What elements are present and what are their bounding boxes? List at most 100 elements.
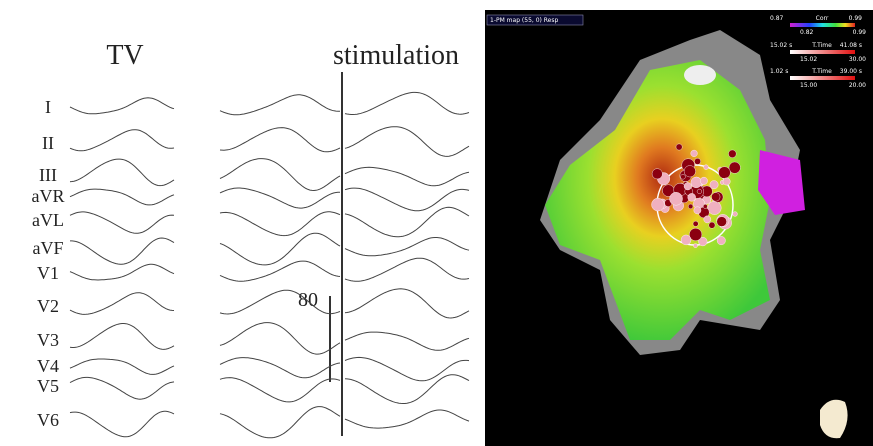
lead-label: aVR: [32, 186, 65, 206]
ecg-trace: [220, 212, 340, 236]
lead-label: V6: [37, 410, 59, 430]
legend-high: 0.99: [853, 29, 867, 36]
ablation-point: [691, 177, 702, 188]
ablation-point: [733, 212, 738, 217]
figure: TV stimulation 80 IIIIIIaVRaVLaVFV1V2V3V…: [0, 0, 873, 446]
ecg-trace: [345, 258, 469, 281]
legend-max: 41.08 s: [840, 42, 862, 49]
ecg-trace: [345, 238, 469, 256]
ecg-trace: [345, 332, 469, 350]
ecg-trace: [70, 98, 174, 114]
legend-bar: [790, 76, 855, 80]
ablation-point: [703, 204, 707, 208]
ablation-point: [688, 204, 693, 209]
ecg-trace: [345, 357, 469, 380]
ecg-trace: [220, 159, 340, 191]
lead-label: V3: [37, 330, 59, 350]
ecg-trace: [220, 128, 340, 152]
ablation-point: [711, 193, 720, 202]
ablation-point: [652, 198, 665, 211]
legend-high: 20.00: [849, 82, 866, 89]
ablation-point: [652, 169, 662, 179]
ecg-trace: [70, 411, 174, 436]
lead-label: II: [42, 133, 54, 153]
legend-min: 15.02 s: [770, 42, 792, 49]
valve: [684, 65, 716, 85]
lead-label: I: [45, 97, 51, 117]
ablation-point: [723, 178, 730, 185]
map-label: 1-PM map (55, 0) Resp: [490, 17, 558, 24]
ecg-trace: [70, 359, 174, 374]
lead-label: aVL: [32, 210, 64, 230]
ecg-trace: [70, 159, 174, 186]
ablation-point: [700, 177, 707, 184]
ablation-point: [670, 192, 683, 205]
ecg-trace: [345, 207, 469, 237]
ablation-point: [694, 207, 701, 214]
legend-max: 0.99: [849, 15, 863, 22]
ecg-trace: [345, 375, 469, 404]
ablation-point: [681, 235, 691, 245]
ablation-point: [681, 174, 686, 179]
ecg-trace: [70, 377, 174, 399]
ablation-point: [729, 162, 740, 173]
ecg-trace: [70, 324, 174, 350]
ecg-trace: [345, 92, 469, 114]
ecg-trace: [345, 127, 469, 157]
ecg-trace: [70, 212, 174, 233]
tv-title: TV: [106, 40, 143, 71]
ablation-point: [684, 166, 696, 178]
ecg-trace: [345, 167, 469, 186]
ablation-point: [717, 217, 727, 227]
ablation-point: [689, 228, 702, 241]
ablation-point: [728, 150, 736, 158]
legend-high: 30.00: [849, 56, 866, 63]
ecg-trace: [70, 130, 174, 151]
ablation-point: [688, 193, 696, 201]
stimulation-title: stimulation: [333, 40, 459, 71]
ablation-point: [693, 244, 697, 248]
ablation-point: [694, 158, 700, 164]
ecg-trace: [220, 233, 340, 265]
ecg-trace: [345, 289, 469, 318]
legend-name: T.Time: [811, 42, 832, 49]
legend-low: 0.82: [800, 29, 814, 36]
ecg-trace: [220, 261, 340, 281]
ecg-trace: [220, 290, 340, 314]
ablation-point: [704, 216, 711, 223]
lead-label: V1: [37, 263, 59, 283]
legend-name: T.Time: [811, 68, 832, 75]
lead-label: V4: [37, 356, 59, 376]
lead-label: III: [39, 165, 57, 185]
ablation-point: [717, 236, 725, 244]
legend-name: Corr: [816, 15, 829, 22]
ecg-trace: [70, 189, 174, 205]
ablation-point: [691, 150, 698, 157]
lead-label: aVF: [33, 238, 64, 258]
map-panel: 1-PM map (55, 0) Resp 0.87 Corr 0.99 0.82 0.…: [485, 10, 873, 446]
ablation-point: [708, 201, 722, 215]
ecg-trace: [220, 95, 340, 115]
ecg-trace: [70, 238, 174, 264]
legend-min: 1.02 s: [770, 68, 788, 75]
ablation-point: [718, 167, 730, 179]
ecg-trace: [345, 410, 469, 428]
legend-low: 15.00: [800, 82, 817, 89]
ablation-point: [693, 221, 698, 226]
ecg-trace: [220, 323, 340, 355]
ecg-trace: [220, 358, 340, 378]
legend-bar: [790, 23, 855, 27]
ablation-point: [684, 183, 691, 190]
ecg-panel: TV stimulation 80 IIIIIIaVRaVLaVFV1V2V3V…: [32, 40, 470, 438]
legend-low: 15.02: [800, 56, 817, 63]
ecg-trace: [220, 378, 340, 402]
ablation-point: [676, 144, 682, 150]
legend-max: 39.00 s: [840, 68, 862, 75]
ecg-trace: [70, 264, 174, 280]
ablation-point: [704, 165, 709, 170]
lead-label: V2: [37, 296, 59, 316]
legend-min: 0.87: [770, 15, 784, 22]
ecg-trace: [220, 407, 340, 438]
lead-label: V5: [37, 376, 59, 396]
legend-bar: [790, 50, 855, 54]
